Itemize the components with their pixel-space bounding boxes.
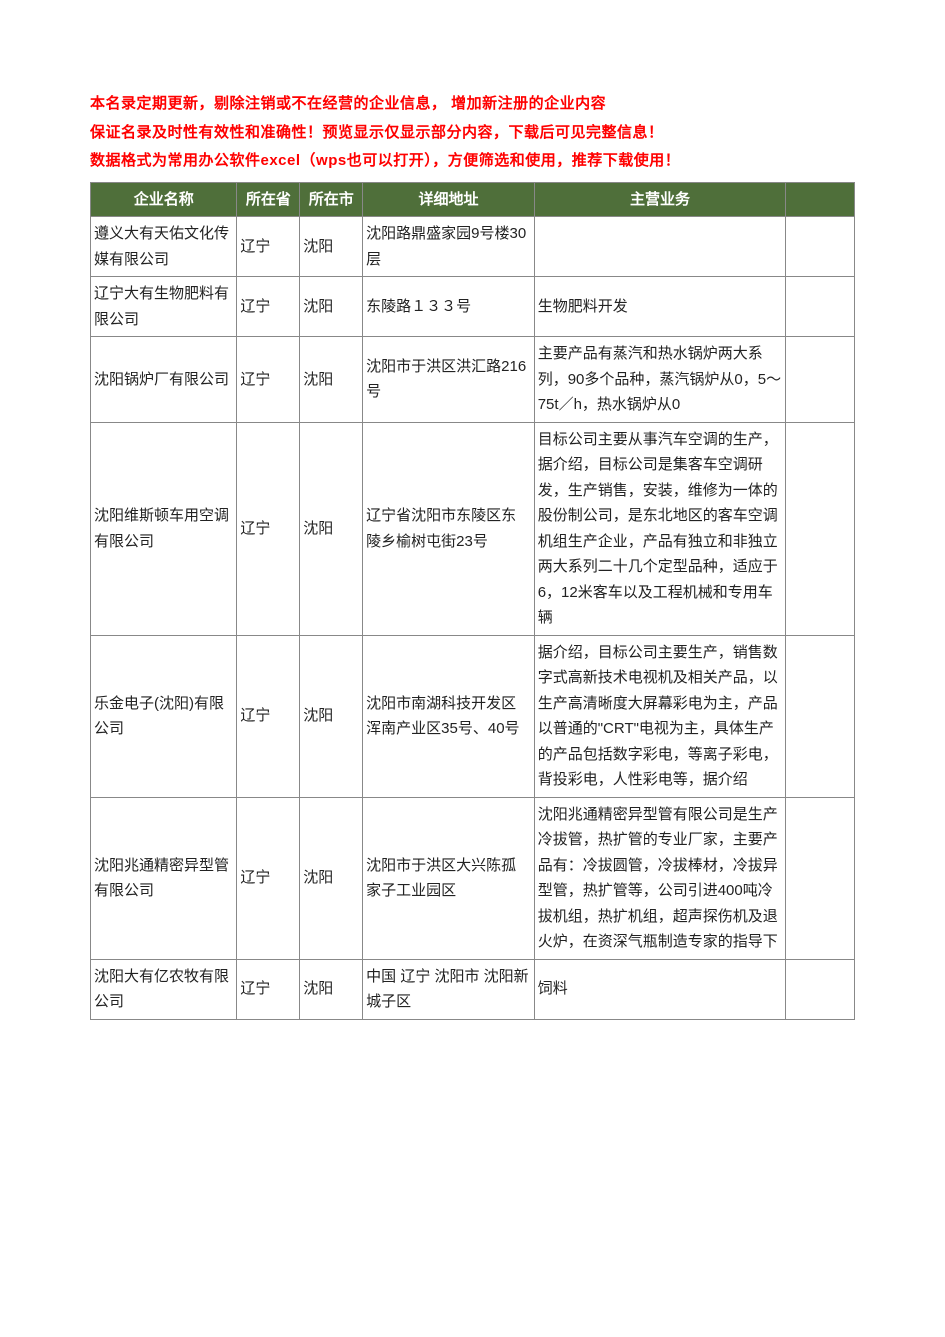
- cell-business: 目标公司主要从事汽车空调的生产，据介绍，目标公司是集客车空调研发，生产销售，安装…: [534, 422, 786, 635]
- cell-address: 辽宁省沈阳市东陵区东陵乡榆树屯街23号: [363, 422, 535, 635]
- col-header-province: 所在省: [237, 182, 300, 217]
- company-table: 企业名称 所在省 所在市 详细地址 主营业务 遵义大有天佑文化传媒有限公司 辽宁…: [90, 182, 855, 1020]
- table-row: 沈阳兆通精密异型管有限公司 辽宁 沈阳 沈阳市于洪区大兴陈孤家子工业园区 沈阳兆…: [91, 797, 855, 959]
- document-page: 本名录定期更新，剔除注销或不在经营的企业信息， 增加新注册的企业内容 保证名录及…: [0, 0, 945, 1337]
- table-body: 遵义大有天佑文化传媒有限公司 辽宁 沈阳 沈阳路鼎盛家园9号楼30层 辽宁大有生…: [91, 217, 855, 1020]
- table-row: 沈阳大有亿农牧有限公司 辽宁 沈阳 中国 辽宁 沈阳市 沈阳新城子区 饲料: [91, 959, 855, 1019]
- cell-name: 沈阳大有亿农牧有限公司: [91, 959, 237, 1019]
- cell-address: 中国 辽宁 沈阳市 沈阳新城子区: [363, 959, 535, 1019]
- cell-extra: [786, 277, 855, 337]
- cell-city: 沈阳: [300, 337, 363, 423]
- cell-address: 沈阳市南湖科技开发区浑南产业区35号、40号: [363, 635, 535, 797]
- cell-address: 沈阳市于洪区洪汇路216号: [363, 337, 535, 423]
- table-row: 遵义大有天佑文化传媒有限公司 辽宁 沈阳 沈阳路鼎盛家园9号楼30层: [91, 217, 855, 277]
- cell-business: [534, 217, 786, 277]
- cell-city: 沈阳: [300, 959, 363, 1019]
- col-header-address: 详细地址: [363, 182, 535, 217]
- cell-extra: [786, 797, 855, 959]
- cell-city: 沈阳: [300, 277, 363, 337]
- cell-city: 沈阳: [300, 217, 363, 277]
- cell-name: 遵义大有天佑文化传媒有限公司: [91, 217, 237, 277]
- header-row: 企业名称 所在省 所在市 详细地址 主营业务: [91, 182, 855, 217]
- cell-name: 乐金电子(沈阳)有限公司: [91, 635, 237, 797]
- cell-business: 生物肥料开发: [534, 277, 786, 337]
- cell-city: 沈阳: [300, 797, 363, 959]
- cell-province: 辽宁: [237, 337, 300, 423]
- cell-province: 辽宁: [237, 797, 300, 959]
- cell-extra: [786, 959, 855, 1019]
- cell-city: 沈阳: [300, 635, 363, 797]
- col-header-city: 所在市: [300, 182, 363, 217]
- cell-name: 沈阳兆通精密异型管有限公司: [91, 797, 237, 959]
- cell-address: 沈阳市于洪区大兴陈孤家子工业园区: [363, 797, 535, 959]
- intro-line-1: 本名录定期更新，剔除注销或不在经营的企业信息， 增加新注册的企业内容: [90, 90, 855, 119]
- intro-line-2: 保证名录及时性有效性和准确性！预览显示仅显示部分内容，下载后可见完整信息！: [90, 119, 855, 148]
- table-row: 乐金电子(沈阳)有限公司 辽宁 沈阳 沈阳市南湖科技开发区浑南产业区35号、40…: [91, 635, 855, 797]
- table-row: 沈阳维斯顿车用空调有限公司 辽宁 沈阳 辽宁省沈阳市东陵区东陵乡榆树屯街23号 …: [91, 422, 855, 635]
- cell-extra: [786, 422, 855, 635]
- cell-province: 辽宁: [237, 635, 300, 797]
- cell-name: 辽宁大有生物肥料有限公司: [91, 277, 237, 337]
- cell-business: 沈阳兆通精密异型管有限公司是生产冷拔管，热扩管的专业厂家，主要产品有：冷拔圆管，…: [534, 797, 786, 959]
- table-row: 辽宁大有生物肥料有限公司 辽宁 沈阳 东陵路１３３号 生物肥料开发: [91, 277, 855, 337]
- cell-extra: [786, 635, 855, 797]
- col-header-extra: [786, 182, 855, 217]
- cell-address: 东陵路１３３号: [363, 277, 535, 337]
- cell-business: 据介绍，目标公司主要生产，销售数字式高新技术电视机及相关产品，以生产高清晰度大屏…: [534, 635, 786, 797]
- col-header-name: 企业名称: [91, 182, 237, 217]
- cell-province: 辽宁: [237, 422, 300, 635]
- cell-business: 饲料: [534, 959, 786, 1019]
- table-row: 沈阳锅炉厂有限公司 辽宁 沈阳 沈阳市于洪区洪汇路216号 主要产品有蒸汽和热水…: [91, 337, 855, 423]
- cell-address: 沈阳路鼎盛家园9号楼30层: [363, 217, 535, 277]
- cell-province: 辽宁: [237, 217, 300, 277]
- cell-business: 主要产品有蒸汽和热水锅炉两大系列，90多个品种，蒸汽锅炉从0，5～75t／h，热…: [534, 337, 786, 423]
- intro-line-3: 数据格式为常用办公软件excel（wps也可以打开），方便筛选和使用，推荐下载使…: [90, 147, 855, 176]
- table-header: 企业名称 所在省 所在市 详细地址 主营业务: [91, 182, 855, 217]
- cell-province: 辽宁: [237, 277, 300, 337]
- cell-extra: [786, 337, 855, 423]
- cell-city: 沈阳: [300, 422, 363, 635]
- cell-name: 沈阳锅炉厂有限公司: [91, 337, 237, 423]
- cell-extra: [786, 217, 855, 277]
- cell-name: 沈阳维斯顿车用空调有限公司: [91, 422, 237, 635]
- cell-province: 辽宁: [237, 959, 300, 1019]
- col-header-business: 主营业务: [534, 182, 786, 217]
